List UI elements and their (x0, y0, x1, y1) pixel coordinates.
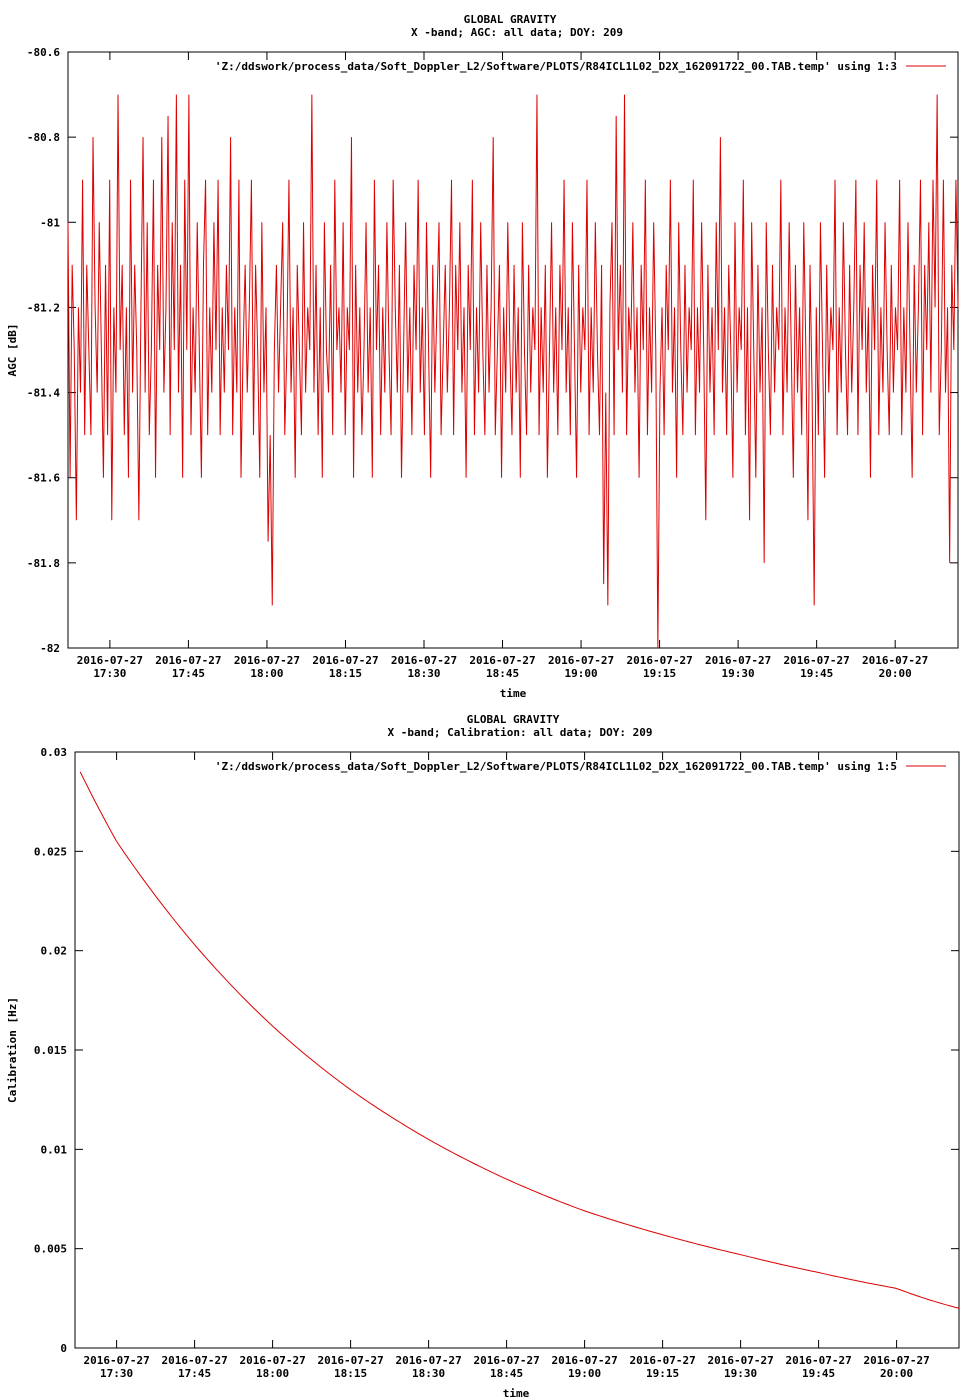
agc-xtick-time: 19:00 (564, 667, 597, 680)
agc-ytick-label: -81.8 (27, 557, 60, 570)
agc-xtick-time: 17:30 (93, 667, 126, 680)
agc-xtick-date: 2016-07-27 (77, 654, 143, 667)
calibration-xtick-time: 17:30 (100, 1367, 133, 1380)
calibration-chart: GLOBAL GRAVITY X -band; Calibration: all… (6, 713, 960, 1400)
agc-y-axis: -80.6 -80.8 -81 -81.2 -81.4 -81.6 -81.8 -82 (27, 46, 958, 655)
agc-xtick-date: 2016-07-27 (705, 654, 771, 667)
calibration-xtick-time: 19:30 (724, 1367, 757, 1380)
agc-x-axis: 2016-07-2717:302016-07-2717:452016-07-27… (77, 52, 928, 680)
agc-xtick-time: 18:45 (486, 667, 519, 680)
agc-xtick-time: 19:45 (800, 667, 833, 680)
calibration-xtick-time: 17:45 (178, 1367, 211, 1380)
calibration-xtick-date: 2016-07-27 (551, 1354, 617, 1367)
agc-xtick-date: 2016-07-27 (234, 654, 300, 667)
agc-xtick-date: 2016-07-27 (548, 654, 614, 667)
calibration-xtick-date: 2016-07-27 (473, 1354, 539, 1367)
calibration-xtick-date: 2016-07-27 (863, 1354, 929, 1367)
calibration-xtick-date: 2016-07-27 (317, 1354, 383, 1367)
agc-chart-subtitle: X -band; AGC: all data; DOY: 209 (411, 26, 623, 39)
calibration-y-axis-label: Calibration [Hz] (6, 997, 19, 1103)
calibration-ytick-label: 0.025 (34, 845, 67, 858)
calibration-xtick-date: 2016-07-27 (629, 1354, 695, 1367)
calibration-ytick-label: 0.005 (34, 1243, 67, 1256)
calibration-legend-label: 'Z:/ddswork/process_data/Soft_Doppler_L2… (215, 760, 897, 773)
calibration-xtick-date: 2016-07-27 (239, 1354, 305, 1367)
calibration-ytick-label: 0.015 (34, 1044, 67, 1057)
calibration-ytick-label: 0.01 (41, 1143, 68, 1156)
agc-xtick-date: 2016-07-27 (155, 654, 221, 667)
calibration-xtick-date: 2016-07-27 (707, 1354, 773, 1367)
agc-legend: 'Z:/ddswork/process_data/Soft_Doppler_L2… (215, 60, 946, 73)
agc-chart-title: GLOBAL GRAVITY (464, 13, 557, 26)
calibration-xtick-time: 18:15 (334, 1367, 367, 1380)
agc-xtick-time: 18:15 (329, 667, 362, 680)
calibration-plot-frame (74, 751, 960, 1349)
agc-chart: GLOBAL GRAVITY X -band; AGC: all data; D… (6, 13, 959, 700)
agc-xtick-time: 17:45 (172, 667, 205, 680)
calibration-y-axis: 0.03 0.025 0.02 0.015 0.01 0.005 0 (34, 746, 959, 1355)
calibration-chart-title: GLOBAL GRAVITY (467, 713, 560, 726)
agc-xtick-date: 2016-07-27 (784, 654, 850, 667)
agc-ytick-label: -80.8 (27, 131, 60, 144)
agc-series-line (67, 94, 959, 649)
agc-xtick-time: 20:00 (879, 667, 912, 680)
calibration-ytick-label: 0.03 (41, 746, 68, 759)
calibration-x-axis-label: time (503, 1387, 530, 1400)
agc-ytick-label: -82 (40, 642, 60, 655)
agc-plot-frame (67, 51, 959, 649)
agc-xtick-date: 2016-07-27 (391, 654, 457, 667)
calibration-x-axis: 2016-07-2717:302016-07-2717:452016-07-27… (83, 752, 930, 1380)
agc-ytick-label: -81.4 (27, 387, 60, 400)
agc-xtick-time: 19:30 (722, 667, 755, 680)
agc-xtick-date: 2016-07-27 (862, 654, 928, 667)
agc-xtick-date: 2016-07-27 (469, 654, 535, 667)
agc-ytick-label: -81.2 (27, 301, 60, 314)
agc-x-axis-label: time (500, 687, 527, 700)
calibration-ytick-label: 0.02 (41, 945, 68, 958)
calibration-xtick-time: 19:15 (646, 1367, 679, 1380)
calibration-series-line (79, 771, 960, 1309)
agc-ytick-label: -81 (40, 216, 60, 229)
calibration-xtick-time: 18:30 (412, 1367, 445, 1380)
agc-xtick-date: 2016-07-27 (312, 654, 378, 667)
agc-ytick-label: -81.6 (27, 472, 60, 485)
calibration-xtick-time: 19:00 (568, 1367, 601, 1380)
agc-legend-label: 'Z:/ddswork/process_data/Soft_Doppler_L2… (215, 60, 897, 73)
agc-xtick-time: 19:15 (643, 667, 676, 680)
calibration-xtick-date: 2016-07-27 (785, 1354, 851, 1367)
calibration-xtick-time: 19:45 (802, 1367, 835, 1380)
calibration-ytick-label: 0 (60, 1342, 67, 1355)
calibration-xtick-date: 2016-07-27 (161, 1354, 227, 1367)
agc-xtick-date: 2016-07-27 (626, 654, 692, 667)
agc-ytick-label: -80.6 (27, 46, 60, 59)
calibration-legend: 'Z:/ddswork/process_data/Soft_Doppler_L2… (215, 760, 946, 773)
calibration-xtick-date: 2016-07-27 (83, 1354, 149, 1367)
agc-y-axis-label: AGC [dB] (6, 324, 19, 377)
calibration-xtick-time: 18:00 (256, 1367, 289, 1380)
calibration-xtick-date: 2016-07-27 (395, 1354, 461, 1367)
calibration-xtick-time: 18:45 (490, 1367, 523, 1380)
calibration-xtick-time: 20:00 (880, 1367, 913, 1380)
agc-xtick-time: 18:00 (250, 667, 283, 680)
agc-xtick-time: 18:30 (407, 667, 440, 680)
calibration-chart-subtitle: X -band; Calibration: all data; DOY: 209 (388, 726, 653, 739)
